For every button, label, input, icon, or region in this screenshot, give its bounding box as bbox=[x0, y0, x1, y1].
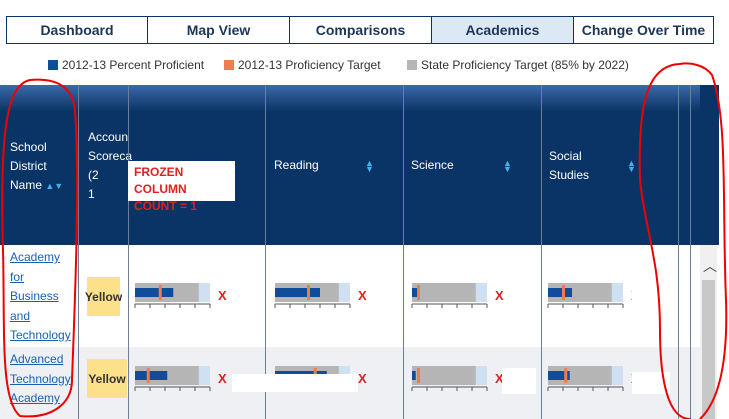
proficient-bar bbox=[135, 288, 174, 297]
header-reading: Reading bbox=[274, 156, 319, 175]
proficient-bar bbox=[275, 288, 320, 297]
flag: X bbox=[218, 288, 227, 303]
state-target-bar bbox=[548, 366, 612, 385]
target-marker bbox=[307, 285, 310, 300]
district-link[interactable]: Advanced Technology Academy bbox=[10, 352, 71, 405]
column-line bbox=[541, 85, 542, 419]
header-line: Social bbox=[549, 149, 582, 163]
proficient-bar bbox=[135, 371, 168, 380]
header-science: Science bbox=[411, 156, 454, 175]
sort-icon[interactable]: ▲▼ bbox=[365, 158, 374, 174]
column-line bbox=[265, 85, 266, 419]
redaction bbox=[502, 368, 536, 394]
legend-swatch bbox=[48, 60, 58, 70]
column-line bbox=[78, 85, 79, 419]
annotation-text: FROZEN COLUMN COUNT = 1 bbox=[134, 165, 198, 213]
header-social: Social Studies bbox=[549, 147, 589, 185]
state-target-bar bbox=[412, 366, 476, 385]
header-line: Studies bbox=[549, 168, 590, 182]
flag: X bbox=[495, 371, 504, 386]
target-marker bbox=[564, 368, 568, 383]
tab[interactable]: Change Over Time bbox=[573, 16, 714, 44]
redaction bbox=[632, 372, 670, 394]
flag: X bbox=[218, 371, 227, 386]
flag: X bbox=[358, 371, 367, 386]
column-line bbox=[128, 85, 129, 419]
target-marker bbox=[417, 285, 420, 300]
header-line: Scoreca bbox=[88, 149, 133, 163]
flag: X bbox=[358, 288, 367, 303]
redaction bbox=[232, 374, 358, 392]
header-line: Science bbox=[411, 158, 454, 172]
proficient-bar bbox=[548, 371, 570, 380]
scorecard: Yellow bbox=[85, 277, 122, 316]
column-line bbox=[403, 85, 404, 419]
state-target-bar bbox=[412, 283, 476, 302]
redaction bbox=[632, 288, 660, 310]
tab[interactable]: Map View bbox=[147, 16, 290, 44]
legend-item: State Proficiency Target (85% by 2022) bbox=[407, 58, 629, 72]
legend-item: 2012-13 Percent Proficient bbox=[48, 58, 204, 72]
tab[interactable]: Academics bbox=[431, 16, 574, 44]
tab[interactable]: Dashboard bbox=[6, 16, 148, 44]
annotation-box: FROZEN COLUMN COUNT = 1 bbox=[128, 161, 235, 213]
sort-icon[interactable]: ▲▼ bbox=[627, 158, 636, 174]
proficient-bar bbox=[548, 288, 572, 297]
header-scorecard: Accoun Scoreca (2 1 bbox=[88, 128, 132, 204]
header-line: 1 bbox=[88, 187, 95, 201]
legend-label: 2012-13 Proficiency Target bbox=[238, 58, 381, 72]
target-marker bbox=[146, 368, 150, 383]
scorecard: Yellow bbox=[87, 359, 127, 398]
legend-label: State Proficiency Target (85% by 2022) bbox=[421, 58, 629, 72]
flag: X bbox=[495, 288, 504, 303]
legend-swatch bbox=[224, 60, 234, 70]
proficient-bar bbox=[412, 288, 418, 297]
target-marker bbox=[417, 368, 420, 383]
proficient-bar bbox=[412, 371, 416, 380]
legend-label: 2012-13 Percent Proficient bbox=[62, 58, 205, 72]
header-line: (2 bbox=[88, 168, 99, 182]
legend-item: 2012-13 Proficiency Target bbox=[224, 58, 381, 72]
header-line: Reading bbox=[274, 158, 319, 172]
table-header bbox=[0, 85, 700, 245]
legend-swatch bbox=[407, 60, 417, 70]
tab[interactable]: Comparisons bbox=[289, 16, 432, 44]
sort-icon[interactable]: ▲▼ bbox=[503, 158, 512, 174]
district-link[interactable]: Academy for Business and Technology bbox=[10, 250, 71, 342]
header-line: Accoun bbox=[88, 130, 129, 144]
target-marker bbox=[158, 285, 162, 300]
target-marker bbox=[562, 285, 565, 300]
